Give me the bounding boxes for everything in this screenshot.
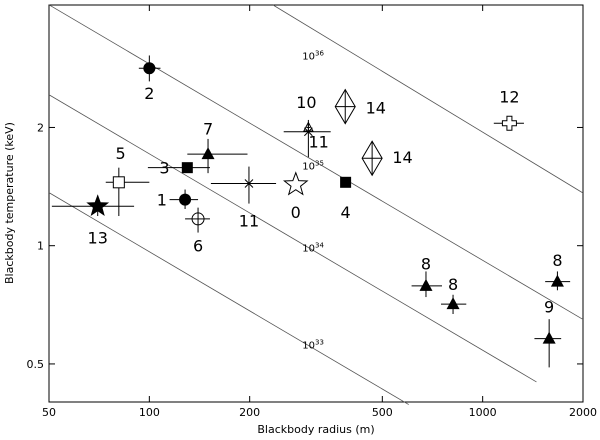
point-label: 4 xyxy=(341,203,351,222)
point-marker xyxy=(283,171,309,196)
point-marker xyxy=(419,278,433,291)
x-axis-title: Blackbody radius (m) xyxy=(257,423,374,436)
data-point: 2 xyxy=(138,55,161,103)
point-marker xyxy=(340,176,352,188)
point-marker xyxy=(179,193,192,206)
point-marker xyxy=(550,274,564,287)
point-marker xyxy=(501,115,517,131)
data-point: 7 xyxy=(187,119,248,174)
point-marker xyxy=(542,331,556,344)
y-tick-label: 2 xyxy=(37,121,44,134)
plot-frame xyxy=(48,4,584,403)
y-axis-title: Blackbody temperature (keV) xyxy=(3,122,16,284)
data-point: 6 xyxy=(185,207,210,256)
data-point: 8 xyxy=(411,255,442,298)
x-axis-ticks: 50 100 200 500 1000 2000 xyxy=(42,5,597,419)
iso-line-label: 1033 xyxy=(302,339,324,352)
x-tick-label: 1000 xyxy=(469,406,497,419)
data-point: 3 xyxy=(147,159,210,178)
data-point: 14 xyxy=(361,140,413,177)
data-point: 8 xyxy=(545,251,571,291)
data-point: 9 xyxy=(534,298,562,368)
iso-line xyxy=(48,4,584,320)
point-label: 1 xyxy=(157,191,167,210)
data-point: 11 xyxy=(283,119,331,158)
iso-line-label: 1036 xyxy=(302,49,324,62)
x-tick-label: 500 xyxy=(372,406,393,419)
point-label: 8 xyxy=(448,275,458,294)
x-tick-label: 100 xyxy=(139,406,160,419)
point-marker xyxy=(86,194,110,216)
point-label: 6 xyxy=(193,237,203,256)
data-point: 13 xyxy=(51,194,135,247)
x-tick-label: 200 xyxy=(239,406,260,419)
point-marker xyxy=(181,162,193,174)
point-label: 11 xyxy=(308,133,328,152)
point-label: 5 xyxy=(116,144,126,163)
point-marker xyxy=(143,62,156,75)
point-label: 13 xyxy=(88,228,108,247)
x-tick-label: 2000 xyxy=(569,406,597,419)
iso-line-label: 1034 xyxy=(302,241,324,254)
point-label: 2 xyxy=(144,84,154,103)
y-tick-label: 1 xyxy=(37,240,44,253)
iso-line xyxy=(48,94,537,383)
point-label: 8 xyxy=(552,251,562,270)
point-label: 14 xyxy=(392,148,412,167)
point-marker xyxy=(304,127,313,137)
x-tick-label: 50 xyxy=(42,406,56,419)
point-label: 14 xyxy=(366,98,386,117)
y-axis-ticks: 0.5 1 2 xyxy=(27,121,583,371)
iso-line xyxy=(272,4,584,194)
data-point: 11 xyxy=(210,166,277,230)
point-marker xyxy=(446,297,460,310)
point-label: 10 xyxy=(296,93,316,112)
data-point: 5 xyxy=(105,144,150,217)
point-label: 11 xyxy=(239,211,259,230)
data-point: 0 xyxy=(283,171,309,222)
data-point: 1 xyxy=(157,189,199,210)
data-point: 12 xyxy=(493,87,524,131)
point-label: 9 xyxy=(544,298,554,317)
point-marker xyxy=(201,147,215,160)
data-point: 10 xyxy=(296,93,317,132)
point-marker xyxy=(244,179,254,188)
data-point: 14 xyxy=(334,88,386,125)
y-tick-label: 0.5 xyxy=(27,358,45,371)
data-point: 4 xyxy=(340,176,352,222)
point-label: 12 xyxy=(499,87,519,106)
point-label: 7 xyxy=(203,119,213,138)
data-point: 8 xyxy=(441,275,467,315)
point-marker xyxy=(112,176,125,189)
iso-line xyxy=(48,192,409,405)
point-label: 8 xyxy=(421,255,431,274)
point-label: 3 xyxy=(159,159,169,178)
iso-line-label: 1035 xyxy=(302,160,324,173)
point-label: 0 xyxy=(291,203,301,222)
